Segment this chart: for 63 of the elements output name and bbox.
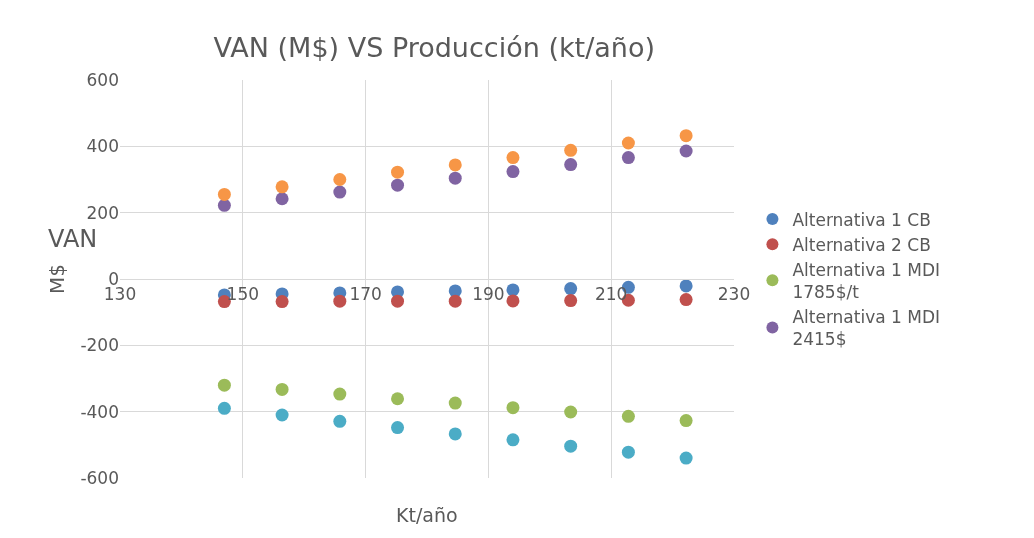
y-tick-label: 600 xyxy=(86,69,119,90)
point xyxy=(564,158,578,172)
point xyxy=(333,387,347,401)
point xyxy=(564,294,578,308)
point xyxy=(679,279,693,293)
legend-label: Alternativa 2 CB xyxy=(792,234,931,255)
point xyxy=(275,180,289,194)
point xyxy=(564,143,578,157)
chart-title: VAN (M$) VS Producción (kt/año) xyxy=(213,31,655,63)
y-tick-label: 400 xyxy=(86,136,119,157)
point xyxy=(275,382,289,396)
x-tick-label: 130 xyxy=(103,284,137,305)
point xyxy=(275,408,289,422)
point xyxy=(564,439,578,453)
point xyxy=(448,171,462,185)
point xyxy=(621,151,635,165)
y-tick-label: -200 xyxy=(80,335,119,356)
point xyxy=(448,158,462,172)
point xyxy=(448,396,462,410)
point xyxy=(275,192,289,206)
point xyxy=(333,185,347,199)
y-axis-title: M$ xyxy=(44,264,69,294)
point xyxy=(506,294,520,308)
point xyxy=(391,294,405,308)
point xyxy=(448,427,462,441)
x-tick-label: 170 xyxy=(349,284,382,305)
point xyxy=(217,187,231,201)
point xyxy=(679,293,693,307)
point xyxy=(217,401,231,415)
point xyxy=(217,198,231,212)
point xyxy=(564,282,578,296)
point xyxy=(564,405,578,419)
point xyxy=(679,144,693,158)
point xyxy=(679,129,693,143)
point xyxy=(679,414,693,428)
point xyxy=(506,165,520,179)
y-tick-label: 200 xyxy=(86,202,119,223)
point xyxy=(506,433,520,447)
point xyxy=(391,165,405,179)
point xyxy=(333,173,347,186)
point xyxy=(333,414,347,428)
point xyxy=(333,294,347,308)
point xyxy=(621,136,635,150)
point xyxy=(275,295,289,309)
legend-label: Alternativa 1 MDI 2415$ xyxy=(792,307,941,350)
y-tick-label: -400 xyxy=(80,401,119,422)
x-tick-label: 230 xyxy=(717,284,751,305)
point xyxy=(621,445,635,459)
legend-label: Alternativa 1 MDI 1785$/t xyxy=(792,259,941,302)
point xyxy=(391,421,405,435)
point xyxy=(506,401,520,415)
point xyxy=(506,151,520,165)
legend-label: Alternativa 1 CB xyxy=(792,209,931,230)
point xyxy=(679,451,693,465)
point xyxy=(448,294,462,308)
point xyxy=(391,392,405,406)
point xyxy=(217,378,231,392)
text: VAN xyxy=(48,225,98,253)
point xyxy=(391,178,405,192)
x-tick-label: 190 xyxy=(472,284,505,305)
y-tick-label: -600 xyxy=(80,467,119,488)
x-axis-title: Kt/año xyxy=(396,504,458,526)
point xyxy=(621,409,635,423)
